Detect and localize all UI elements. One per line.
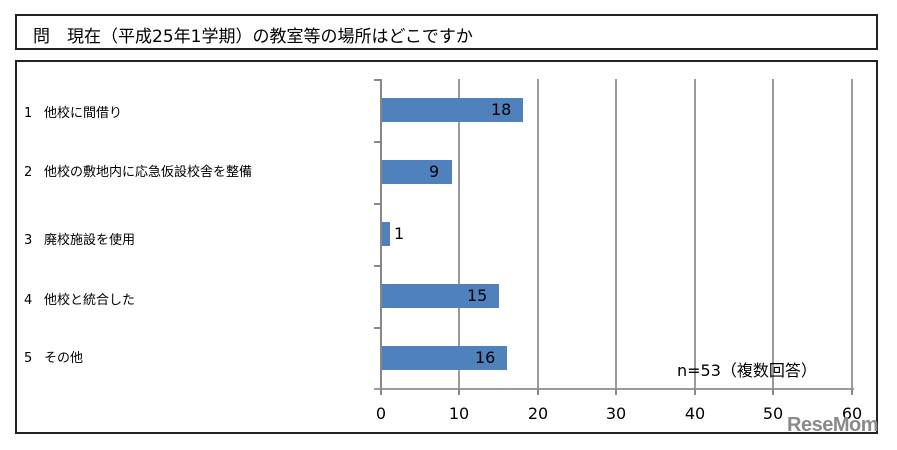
bar-2 [382,160,452,184]
question-title-box: 問 現在（平成25年1学期）の教室等の場所はどこですか [15,14,878,50]
chart-frame [15,60,878,434]
bar-value-2: 9 [429,162,440,181]
x-tick [380,389,382,395]
x-tick-label-10: 10 [448,404,470,423]
y-tick [374,203,381,205]
x-tick [772,389,774,395]
gridline-50 [772,79,774,391]
x-axis [374,388,854,390]
bar-value-4: 15 [467,286,488,305]
gridline-20 [537,79,539,391]
question-title: 問 現在（平成25年1学期）の教室等の場所はどこですか [33,27,473,47]
category-label-3: 3 廃校施設を使用 [24,233,136,248]
bar-value-3: 1 [394,224,405,243]
gridline-10 [458,79,460,391]
bar-4 [382,284,499,308]
bar-5 [382,346,507,370]
x-tick-label-0: 0 [375,404,387,423]
gridline-40 [694,79,696,391]
gridline-30 [615,79,617,391]
x-tick-label-50: 50 [762,404,784,423]
x-tick [458,389,460,395]
y-axis [380,79,382,391]
bar-3 [382,222,390,246]
y-tick [374,141,381,143]
bar-value-5: 16 [475,348,496,367]
bar-1 [382,98,523,122]
category-label-1: 1 他校に間借り [24,106,123,121]
x-tick [851,389,853,395]
x-tick [537,389,539,395]
watermark-logo: ReseMom [787,414,878,436]
x-tick-label-40: 40 [684,404,706,423]
x-tick-label-60: 60 [841,404,863,423]
y-tick [374,327,381,329]
y-tick [374,265,381,267]
category-label-5: 5 その他 [24,351,84,366]
category-label-2: 2 他校の敷地内に応急仮設校舎を整備 [24,165,253,180]
gridline-60 [851,79,853,391]
bar-value-1: 18 [491,100,512,119]
x-tick [694,389,696,395]
y-tick [374,79,381,81]
x-tick [615,389,617,395]
sample-size-note: n=53（複数回答） [677,361,817,380]
x-tick-label-30: 30 [605,404,627,423]
category-label-4: 4 他校と統合した [24,293,136,308]
x-tick-label-20: 20 [527,404,549,423]
